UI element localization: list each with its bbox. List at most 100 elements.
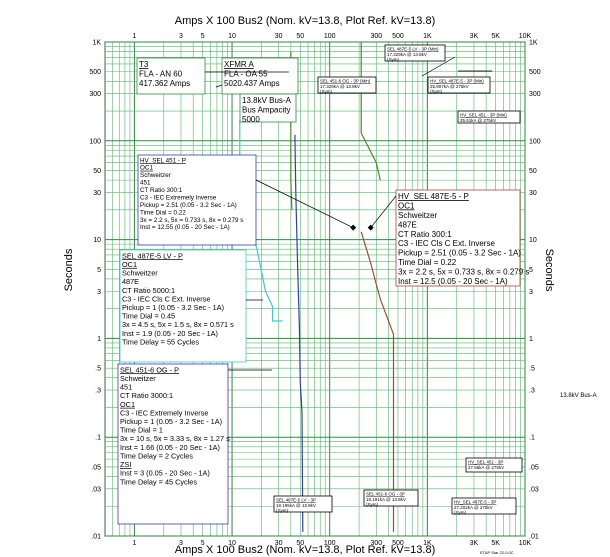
annotation-line: Schweitzer [398, 211, 437, 220]
annotation-line: ZSI [120, 460, 131, 469]
x-tick-label-bottom: 50 [296, 540, 304, 547]
annotation-line: Time Dial = 0.22 [140, 209, 186, 216]
annotation-line: 18.191kA @ 13.8kV [366, 497, 406, 502]
annotation-line: Inst = 3 (0.05 - 20 Sec - 1A) [120, 469, 210, 478]
annotation-box-frame [363, 489, 419, 507]
annotation-line: Inst = 1.66 (0.05 - 20 Sec - 1A) [120, 443, 220, 452]
annotation-line: Schweitzer [120, 374, 156, 383]
annotation-line: SEL 487E-5 LV - 3P (Min) [387, 47, 439, 52]
x-tick-label-bottom: 30 [275, 540, 283, 547]
y-tick-label-right: 500 [529, 69, 541, 76]
annotation-line: Time Delay = 55 Cycles [122, 337, 199, 346]
annotation-line: (Sym) [430, 89, 442, 94]
annotation-line: 18.195kA @ 13.8kV [276, 503, 316, 508]
annotation-line: Time Dial = 1 [120, 426, 163, 435]
x-tick-label-bottom: 10 [228, 540, 236, 547]
annotation-line: FLA - AN 60 [139, 69, 183, 78]
annotation-box-frame [273, 495, 333, 513]
annotation-line: Pickup = 2.51 (0.05 - 3.2 Sec - 1A) [398, 249, 521, 258]
annotation-line: 25.61kA @ 275kV [460, 118, 496, 123]
y-tick-label-left: .1 [95, 435, 101, 442]
x-tick-label-top: 50 [296, 33, 304, 40]
leader-line-2 [255, 179, 354, 229]
y-tick-label-left: 500 [89, 69, 101, 76]
annotation-line: Schweitzer [140, 172, 171, 179]
annotation-line: 27.202kA @ 275kV [454, 505, 493, 510]
y-tick-label-right: 100 [529, 138, 541, 145]
annotation-line: Inst = 1.9 (0.05 - 20 Sec - 1A) [122, 329, 218, 338]
x-tick-label-top: 300 [370, 33, 382, 40]
annotation-box-frame [395, 189, 521, 287]
annotation-line: HV_SEL 487E-5 - 3P (Min) [430, 79, 484, 84]
annotation-line: SEL 451-6 OG - 3P [366, 492, 405, 497]
annotation-line: Pickup = 1 (0.05 - 3.2 Sec - 1A) [120, 417, 222, 426]
annotation-line: Pickup = 1 (0.05 - 3.2 Sec - 1A) [122, 303, 224, 312]
y-axis-label-right: Seconds [543, 249, 555, 292]
annotation-line: 451 [120, 383, 132, 392]
leader-line-7 [421, 56, 456, 77]
x-tick-label-bottom: 5 [201, 540, 205, 547]
annotation-line: HV_SEL 451 - P [140, 157, 186, 164]
annotation-line: C3 - IEC Cls C Ext. Inverse [122, 294, 210, 303]
y-tick-label-left: 3 [97, 289, 101, 296]
footer-credit: ETAP Star 22.0.0C [480, 550, 514, 555]
x-tick-label-top: 500 [392, 33, 404, 40]
y-tick-label-right: 300 [529, 91, 541, 98]
annotation-line: Time Dial = 0.45 [122, 312, 175, 321]
y-tick-label-right: .5 [529, 366, 535, 373]
annotation-box-frame [451, 497, 517, 515]
y-tick-label-right: 1 [529, 336, 533, 343]
annotation-line: 417.362 Amps [139, 79, 190, 88]
annotation-line: 17.329kA @ 13.8kV [320, 84, 360, 89]
annotation-line: (Sym) [366, 502, 378, 507]
bottom-axis-title: Amps X 100 Bus2 (Nom. kV=13.8, Plot Ref.… [175, 544, 435, 556]
axes-ticks: 1 1 3 3 5 5 10 10 30 30 50 50 100 100 300 300 500 500 1K 1K… [89, 33, 540, 547]
y-tick-label-left: 1K [92, 40, 101, 47]
y-tick-label-left: .01 [91, 534, 101, 541]
annotation-line: SEL 487E-5 LV - P [122, 251, 183, 260]
leader-line-1 [215, 84, 223, 88]
x-tick-label-bottom: 300 [370, 540, 382, 547]
annotation-line: OC1 [398, 201, 415, 210]
annotation-box-frame [317, 76, 377, 94]
curve-1 [294, 134, 304, 532]
y-tick-label-right: 5 [529, 267, 533, 274]
y-tick-label-right: .05 [529, 464, 539, 471]
annotation-line: 3x = 2.2 s, 5x = 0.733 s, 8x = 0.279 s [398, 268, 529, 277]
annotation-line: 3x = 4.5 s, 5x = 1.5 s, 8x = 0.571 s [122, 320, 234, 329]
x-tick-label-top: 100 [324, 33, 336, 40]
y-tick-label-left: 10 [93, 237, 101, 244]
annotation-line: 5020.437 Amps [224, 79, 280, 88]
y-tick-label-left: 50 [93, 168, 101, 175]
y-tick-label-right: 50 [529, 168, 537, 175]
annotation-line: Schweitzer [122, 269, 158, 278]
annotation-box-frame [384, 44, 446, 62]
y-tick-label-left: 5 [97, 267, 101, 274]
annotation-line: 3x = 10 s, 5x = 3.33 s, 8x = 1.27 s [120, 434, 230, 443]
annotation-line: 451 [140, 180, 151, 187]
annotation-line: SEL 487E-5 LV - 3P [276, 498, 316, 503]
y-tick-label-left: 300 [89, 91, 101, 98]
annotation-line: FLA - OA 55 [224, 69, 268, 78]
annotation-line: 27.66kA @ 275kV [468, 465, 504, 470]
annotation-line: CT Ratio 300:1 [398, 230, 452, 239]
annotation-line: CT Ratio 300:1 [140, 187, 183, 194]
annotation-line: Pickup = 2.51 (0.05 - 3.2 Sec - 1A) [140, 202, 237, 209]
annotation-line: Time Dial = 0.22 [398, 258, 457, 267]
annotation-box-frame [457, 110, 521, 124]
annotation-box-frame [117, 363, 229, 525]
annotation-line: 25.907kA @ 275kV [430, 84, 469, 89]
annotation-line: (Sym) [320, 89, 332, 94]
annotation-line: HV_SEL 451 - 3P (Min) [460, 113, 507, 118]
x-tick-label-bottom: 100 [324, 540, 336, 547]
annotation-line: 13.8kV Bus-A [242, 96, 292, 105]
y-tick-label-right: .1 [529, 435, 535, 442]
